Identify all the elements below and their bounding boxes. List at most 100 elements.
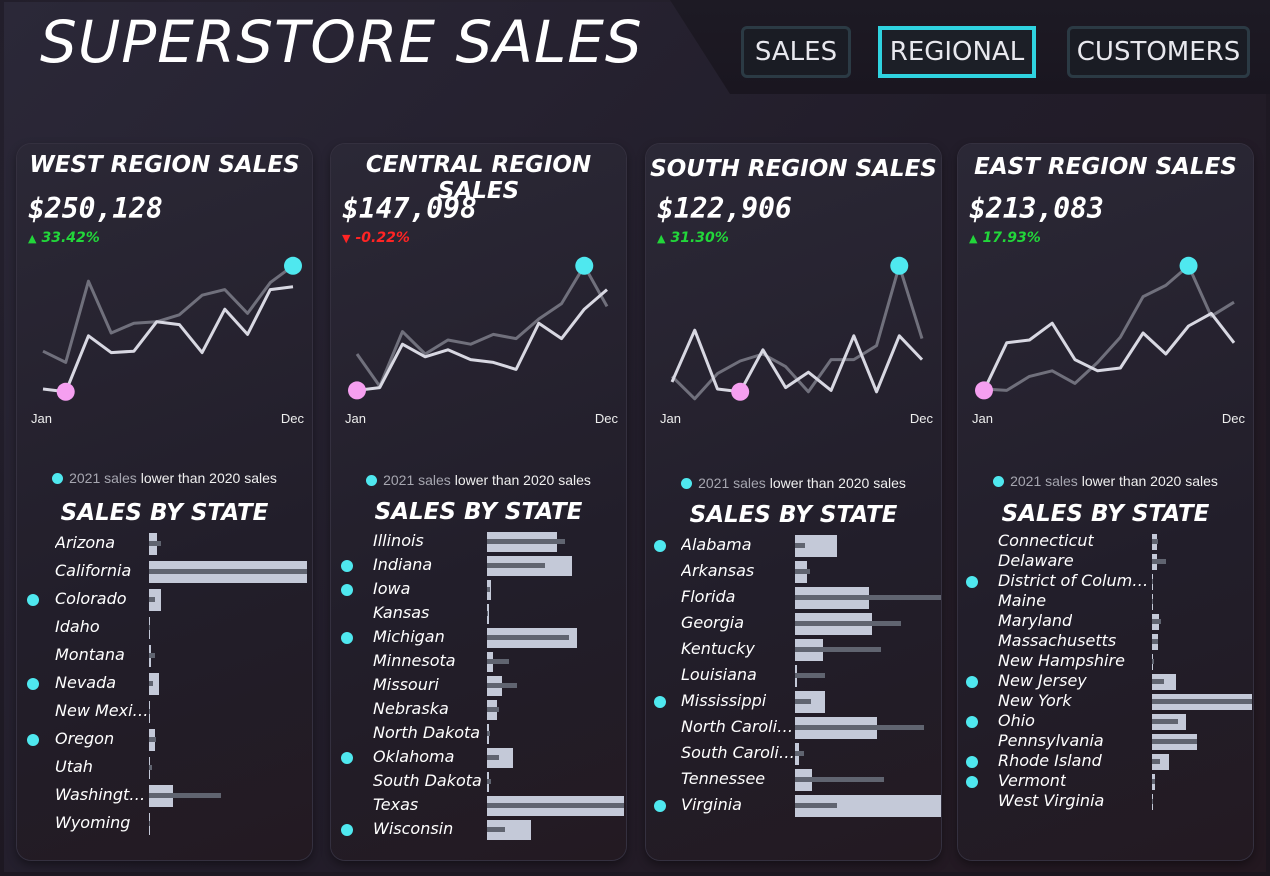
- state-label: Oklahoma: [373, 747, 455, 766]
- triangle-down-icon: ▼: [342, 232, 351, 245]
- state-label: New Hampshire: [998, 651, 1125, 670]
- state-bar-2020: [149, 625, 150, 630]
- state-label: Colorado: [55, 589, 127, 608]
- state-bar-2020: [487, 659, 509, 664]
- x-axis-end-label: Dec: [280, 411, 304, 426]
- state-bar-2020: [795, 803, 837, 808]
- triangle-up-icon: ▲: [28, 232, 37, 245]
- lower-than-2020-dot-icon: [966, 576, 978, 588]
- legend: 2021 sales lower than 2020 sales: [958, 473, 1253, 489]
- central-region-card: CENTRAL REGION SALES $147,098 ▼ -0.22% Jan De…: [331, 144, 626, 860]
- lower-than-2020-dot-icon: [341, 632, 353, 644]
- state-bar-2021: [487, 604, 489, 624]
- state-bar-2020: [487, 803, 624, 808]
- state-label: West Virginia: [998, 791, 1105, 810]
- state-bar-2020: [795, 621, 901, 626]
- state-label: Oregon: [55, 729, 115, 748]
- x-axis-start-label: Jan: [345, 411, 366, 426]
- x-axis-end-label: Dec: [909, 411, 933, 426]
- yoy-change: ▲ 33.42%: [28, 230, 100, 246]
- sales-2020-line: [42, 264, 294, 364]
- state-bar-2020: [487, 755, 499, 760]
- region-total-sales: $147,098: [342, 192, 477, 225]
- state-bar-2020: [1152, 619, 1161, 624]
- legend-suffix: lower than 2020 sales: [1077, 473, 1218, 489]
- yoy-change: ▲ 17.93%: [969, 230, 1041, 246]
- x-axis-start-label: Jan: [660, 411, 681, 426]
- state-label: Louisiana: [681, 665, 757, 684]
- region-title: SOUTH REGION SALES: [650, 156, 937, 182]
- state-bar-2020: [795, 673, 825, 678]
- state-bar-2021: [149, 673, 159, 695]
- state-bar-2020: [149, 737, 156, 742]
- state-bar-2021: [149, 589, 161, 611]
- state-label: Idaho: [55, 617, 100, 636]
- lower-than-2020-dot-icon: [27, 734, 39, 746]
- state-label: New Jersey: [998, 671, 1087, 690]
- state-bar-2020: [487, 707, 499, 712]
- highest-month-marker: [284, 256, 302, 275]
- monthly-sales-line-chart: [975, 256, 1236, 400]
- legend-dot-icon: [993, 476, 1005, 487]
- state-bar-2021: [487, 748, 513, 768]
- region-title: EAST REGION SALES: [974, 154, 1237, 180]
- state-label: California: [55, 561, 132, 580]
- west-region-card: WEST REGION SALES $250,128 ▲ 33.42% Jan Dec 20…: [17, 144, 312, 860]
- highest-month-marker: [1179, 256, 1198, 275]
- state-bar-2020: [1152, 759, 1160, 764]
- state-bar-2020: [1152, 739, 1197, 744]
- state-bar-2020: [487, 611, 488, 616]
- state-bar-2020: [1152, 559, 1166, 564]
- state-bar-2020: [1152, 679, 1164, 684]
- sales-by-state-title: SALES BY STATE: [374, 499, 583, 525]
- sales-by-state-title: SALES BY STATE: [1001, 501, 1210, 527]
- state-label: District of Columb..: [998, 571, 1152, 590]
- sales-by-state-title: SALES BY STATE: [60, 500, 269, 526]
- state-bar-2020: [149, 653, 155, 658]
- state-bar-2020: [149, 541, 161, 546]
- state-label: New York: [998, 691, 1072, 710]
- state-label: Kentucky: [681, 639, 755, 658]
- triangle-up-icon: ▲: [657, 232, 666, 245]
- nav-sales-button[interactable]: SALES: [741, 26, 851, 78]
- state-label: Arkansas: [681, 561, 755, 580]
- state-bar-2020: [149, 681, 153, 686]
- state-label: Utah: [55, 757, 93, 776]
- lower-than-2020-dot-icon: [341, 584, 353, 596]
- south-region-card: SOUTH REGION SALES $122,906 ▲ 31.30% Jan Dec 2…: [646, 144, 941, 860]
- state-bar-2020: [795, 543, 805, 548]
- state-bar-2020: [487, 563, 545, 568]
- legend-dot-icon: [52, 473, 64, 484]
- state-label: Virginia: [681, 795, 742, 814]
- state-bar-2020: [149, 821, 150, 826]
- legend: 2021 sales lower than 2020 sales: [17, 470, 312, 486]
- state-label: South Carolina: [681, 743, 795, 762]
- nav-customers-button[interactable]: CUSTOMERS: [1067, 26, 1250, 78]
- legend-dot-icon: [366, 475, 378, 486]
- monthly-sales-line-chart: [42, 256, 302, 401]
- highest-month-marker: [575, 256, 594, 275]
- state-bar-2020: [487, 587, 490, 592]
- state-bar-2020: [795, 595, 941, 600]
- legend-prefix: 2021 sales: [69, 470, 137, 486]
- sales-2021-line: [982, 311, 1236, 392]
- state-bar-2020: [487, 635, 569, 640]
- lower-than-2020-dot-icon: [341, 824, 353, 836]
- lower-than-2020-dot-icon: [654, 540, 666, 552]
- state-label: Georgia: [681, 613, 745, 632]
- yoy-change-value: 17.93%: [982, 230, 1041, 246]
- lowest-month-marker: [731, 382, 750, 401]
- nav-regional-button[interactable]: REGIONAL: [878, 26, 1036, 78]
- state-bar-2020: [1152, 599, 1153, 604]
- state-bar-2020: [795, 699, 811, 704]
- state-label: Montana: [55, 645, 125, 664]
- state-label: Tennessee: [681, 769, 766, 788]
- lowest-month-marker: [975, 381, 993, 400]
- lower-than-2020-dot-icon: [341, 752, 353, 764]
- state-bar-2021: [1152, 754, 1169, 770]
- lower-than-2020-dot-icon: [654, 800, 666, 812]
- region-total-sales: $250,128: [28, 192, 163, 225]
- yoy-change: ▲ 31.30%: [657, 230, 729, 246]
- state-label: North Dakota: [373, 723, 481, 742]
- state-bar-2020: [1152, 719, 1178, 724]
